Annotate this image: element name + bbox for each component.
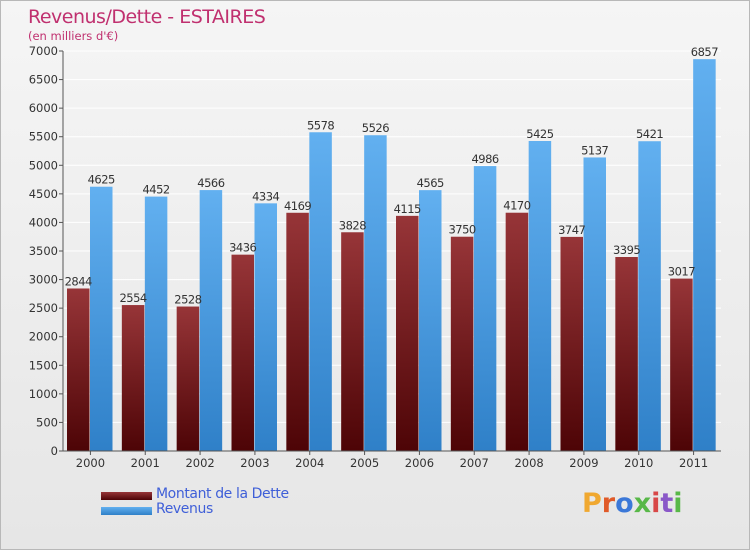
x-tick-label: 2002 [185,456,214,470]
bar-dette-2000 [67,288,90,451]
x-tick-label: 2010 [624,456,653,470]
x-tick-label: 2004 [295,456,324,470]
legend-swatch-revenus [101,507,152,515]
bar-revenus-2003 [254,203,277,451]
bar-dette-2011 [670,278,693,451]
data-label-dette-2010: 3395 [613,243,640,257]
y-tick-label: 4000 [29,215,58,229]
x-tick-label: 2006 [405,456,434,470]
data-label-revenus-2009: 5137 [581,143,608,157]
data-label-dette-2004: 4169 [284,199,311,213]
y-tick-label: 1500 [29,358,58,372]
data-label-dette-2006: 4115 [394,202,421,216]
y-tick-label: 1000 [29,387,58,401]
data-label-revenus-2007: 4986 [471,152,498,166]
x-tick-label: 2003 [240,456,269,470]
bar-revenus-2000 [90,186,113,451]
y-tick-label: 3000 [29,273,58,287]
x-tick-label: 2009 [569,456,598,470]
data-label-dette-2008: 4170 [503,199,530,213]
data-label-revenus-2003: 4334 [252,189,279,203]
bar-dette-2007 [450,236,474,451]
y-tick-label: 0 [51,444,58,458]
legend-label-revenus: Revenus [156,501,213,517]
x-tick-label: 2005 [350,456,379,470]
bar-revenus-2011 [693,59,716,452]
data-label-dette-2000: 2844 [65,274,92,288]
x-tick-label: 2001 [131,456,160,470]
data-label-dette-2007: 3750 [448,223,475,237]
bar-revenus-2008 [528,141,552,451]
y-tick-label: 2000 [29,330,58,344]
x-tick-label: 2007 [460,456,489,470]
y-tick-label: 6000 [29,101,58,115]
data-label-dette-2001: 2554 [119,291,146,305]
bar-dette-2006 [396,215,419,451]
y-tick-label: 6500 [29,73,58,87]
bar-revenus-2004 [309,132,332,451]
x-tick-label: 2000 [76,456,105,470]
y-tick-label: 3500 [29,244,58,258]
data-label-revenus-2006: 4565 [417,176,444,190]
logo-letter: P [582,488,602,519]
bar-dette-2004 [286,212,309,451]
x-tick-label: 2011 [679,456,708,470]
logo-letter: i [651,488,661,519]
logo-letter: o [615,488,634,519]
legend-swatch-dette [101,492,152,500]
y-tick-label: 4500 [29,187,58,201]
data-label-dette-2002: 2528 [174,293,201,307]
bar-revenus-2010 [638,141,661,451]
data-label-revenus-2011: 6857 [691,45,718,59]
logo-letter: r [601,488,616,519]
proxiti-logo: Proxiti [582,488,683,519]
logo-letter: t [660,488,674,519]
y-tick-label: 7000 [29,44,58,58]
y-tick-label: 5500 [29,130,58,144]
x-tick-label: 2008 [514,456,543,470]
bar-dette-2008 [505,212,529,451]
bar-dette-2009 [560,236,583,451]
logo-letter: x [633,488,652,519]
data-label-revenus-2008: 5425 [526,127,553,141]
bar-revenus-2002 [199,190,223,452]
y-tick-label: 5000 [29,158,58,172]
data-label-revenus-2010: 5421 [636,127,663,141]
data-label-dette-2011: 3017 [668,265,695,279]
data-label-revenus-2004: 5578 [307,118,334,132]
bar-revenus-2009 [583,157,606,451]
bar-revenus-2006 [419,190,442,451]
bar-dette-2003 [231,254,254,451]
bar-dette-2010 [615,257,638,451]
data-label-dette-2005: 3828 [339,218,366,232]
bar-dette-2001 [121,305,145,451]
data-label-revenus-2000: 4625 [88,173,115,187]
bar-revenus-2005 [364,135,387,451]
bar-dette-2005 [341,232,364,451]
chart-subtitle: (en milliers d'€) [28,29,119,43]
data-label-revenus-2005: 5526 [362,121,389,135]
logo-letter: i [673,488,683,519]
y-tick-label: 500 [36,415,58,429]
data-label-revenus-2002: 4566 [197,176,224,190]
chart-title: Revenus/Dette - ESTAIRES [28,6,266,28]
data-label-revenus-2001: 4452 [142,183,169,197]
y-tick-label: 2500 [29,301,58,315]
data-label-dette-2003: 3436 [229,241,256,255]
bar-revenus-2001 [144,196,168,451]
bar-dette-2002 [176,306,200,451]
data-label-dette-2009: 3747 [558,223,585,237]
legend-label-dette: Montant de la Dette [156,486,289,502]
bar-revenus-2007 [473,166,497,452]
